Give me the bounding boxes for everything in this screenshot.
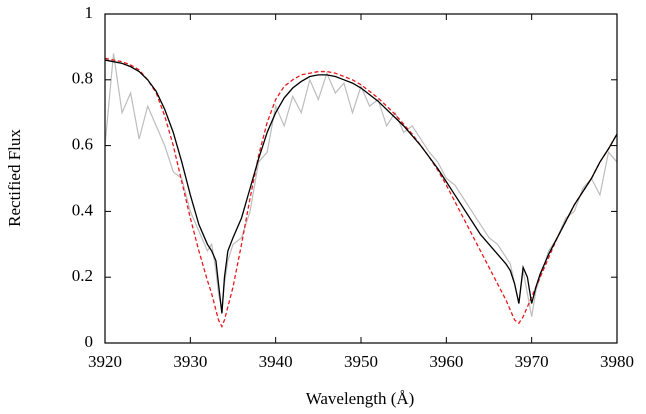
series-line xyxy=(104,53,618,317)
y-tick-label: 0 xyxy=(85,332,94,351)
x-tick-label: 3950 xyxy=(344,352,378,371)
series-line xyxy=(104,59,618,314)
y-tick-label: 1 xyxy=(85,3,94,22)
series-line xyxy=(104,57,618,329)
y-axis-label: Rectified Flux xyxy=(5,129,24,227)
x-tick-label: 3940 xyxy=(259,352,293,371)
y-tick-label: 0.2 xyxy=(72,266,93,285)
x-tick-label: 3930 xyxy=(173,352,207,371)
x-tick-label: 3920 xyxy=(88,352,122,371)
x-tick-label: 3980 xyxy=(600,352,634,371)
y-tick-label: 0.6 xyxy=(72,135,93,154)
y-tick-label: 0.4 xyxy=(72,200,94,219)
x-tick-label: 3960 xyxy=(429,352,463,371)
y-tick-label: 0.8 xyxy=(72,69,93,88)
x-axis-label: Wavelength (Å) xyxy=(306,389,415,408)
x-tick-label: 3970 xyxy=(515,352,549,371)
